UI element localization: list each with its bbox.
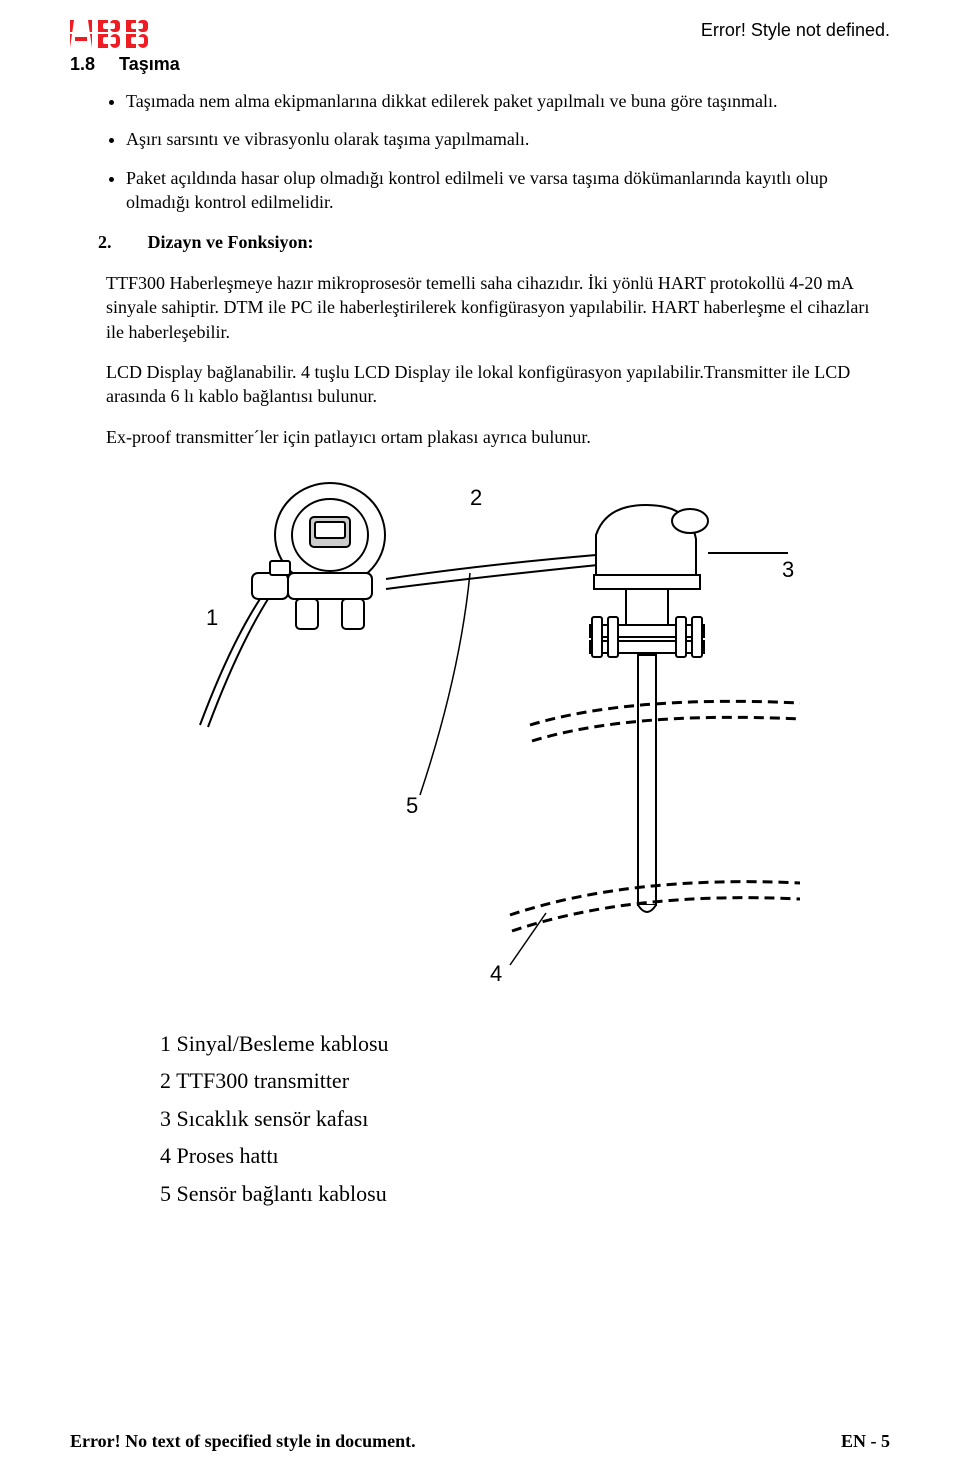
header-error-text: Error! Style not defined. <box>701 20 890 41</box>
legend-item: 2 TTF300 transmitter <box>160 1062 890 1099</box>
legend-item: 5 Sensör bağlantı kablosu <box>160 1175 890 1212</box>
page-footer: Error! No text of specified style in doc… <box>70 1431 890 1452</box>
diagram-label-2: 2 <box>470 485 482 510</box>
diagram-label-5: 5 <box>406 793 418 818</box>
section-number: 1.8 <box>70 54 95 75</box>
footer-right: EN - 5 <box>841 1431 890 1452</box>
paragraph: TTF300 Haberleşmeye hazır mikroprosesör … <box>70 271 890 344</box>
bullet-list: Taşımada nem alma ekipmanlarına dikkat e… <box>70 89 890 214</box>
paragraph: LCD Display bağlanabilir. 4 tuşlu LCD Di… <box>70 360 890 409</box>
diagram-legend: 1 Sinyal/Besleme kablosu 2 TTF300 transm… <box>70 1025 890 1212</box>
diagram-label-4: 4 <box>490 961 502 985</box>
section2-heading: 2. Dizayn ve Fonksiyon: <box>70 232 890 253</box>
legend-item: 4 Proses hattı <box>160 1137 890 1174</box>
footer-left: Error! No text of specified style in doc… <box>70 1431 416 1452</box>
diagram-label-3: 3 <box>782 557 794 582</box>
legend-item: 1 Sinyal/Besleme kablosu <box>160 1025 890 1062</box>
bullet-item: Aşırı sarsıntı ve vibrasyonlu olarak taş… <box>126 127 890 151</box>
bullet-item: Taşımada nem alma ekipmanlarına dikkat e… <box>126 89 890 113</box>
legend-item: 3 Sıcaklık sensör kafası <box>160 1100 890 1137</box>
section2-title: Dizayn ve Fonksiyon: <box>148 232 314 253</box>
section2-number: 2. <box>98 232 112 253</box>
diagram-label-1: 1 <box>206 605 218 630</box>
bullet-item: Paket açıldında hasar olup olmadığı kont… <box>126 166 890 215</box>
abb-logo <box>70 20 150 50</box>
section-title: Taşıma <box>119 54 180 75</box>
paragraph: Ex-proof transmitter´ler için patlayıcı … <box>70 425 890 449</box>
transmitter-diagram: 1 2 3 4 5 <box>160 465 800 985</box>
section-heading: 1.8 Taşıma <box>70 54 890 75</box>
